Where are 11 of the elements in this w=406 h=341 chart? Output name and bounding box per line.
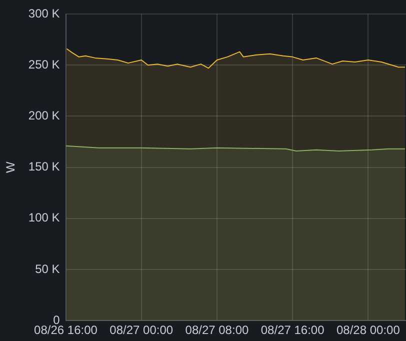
y-axis-title: W: [4, 160, 18, 173]
x-tick-label: 08/27 08:00: [185, 323, 249, 338]
y-tick-label: 300 K: [28, 6, 60, 20]
y-tick-label: 150 K: [28, 160, 60, 174]
x-tick-label: 08/27 16:00: [260, 323, 325, 338]
y-tick-label: 100 K: [28, 210, 60, 225]
x-tick-label: 08/28 00:00: [336, 323, 400, 338]
y-tick-label: 250 K: [28, 57, 60, 72]
x-tick-label: 08/27 00:00: [110, 323, 174, 338]
y-tick-label: 200 K: [28, 108, 60, 123]
y-tick-label: 50 K: [35, 262, 60, 276]
